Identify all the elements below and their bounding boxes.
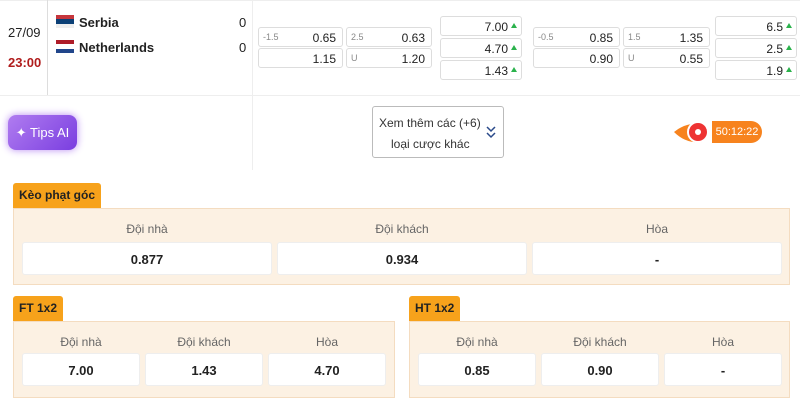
section-tab: FT 1x2	[13, 296, 64, 321]
value-box[interactable]: 0.934	[277, 242, 527, 275]
button-label: Tips AI	[30, 125, 70, 140]
odds-cell[interactable]: U 1.20	[346, 48, 432, 68]
button-label: Xem thêm các (+6)	[379, 116, 481, 130]
value-box[interactable]: 4.70	[268, 353, 386, 386]
value-box[interactable]: 1.43	[145, 353, 263, 386]
value-box[interactable]: 0.877	[22, 242, 272, 275]
chevron	[486, 126, 496, 139]
odds: 0.65	[312, 31, 336, 45]
column-header: Đội nhà	[456, 335, 498, 349]
column-header: Hòa	[711, 335, 734, 349]
odds-cell[interactable]: 1.15	[258, 48, 343, 68]
up-arrow	[511, 45, 517, 50]
odds-cell[interactable]: 2.5	[715, 38, 797, 58]
line: -1.5	[263, 32, 279, 42]
up-arrow	[511, 23, 517, 28]
column-header: Hòa	[315, 335, 338, 349]
divider	[0, 95, 800, 96]
team-name: Netherlands	[79, 40, 155, 55]
value-box[interactable]: -	[664, 353, 782, 386]
odds-cell[interactable]: 7.00	[440, 16, 522, 36]
line: 2.5	[351, 32, 364, 42]
odds: 4.70	[484, 42, 508, 56]
odds-cell[interactable]: U 0.55	[623, 48, 710, 68]
odds-cell[interactable]: 1.5 1.35	[623, 27, 710, 47]
odds-cell[interactable]: 4.70	[440, 38, 522, 58]
flag	[56, 15, 74, 28]
tips-ai-button[interactable]: ✦ Tips AI	[8, 115, 77, 150]
score: 0	[239, 15, 247, 30]
odds: 1.43	[484, 64, 508, 78]
button-label: loại cược khác	[391, 137, 470, 151]
line: -0.5	[538, 32, 554, 42]
column-header: Đội nhà	[126, 222, 168, 236]
odds: 7.00	[484, 20, 508, 34]
more-bets-button[interactable]: Xem thêm các (+6) loại cược khác	[372, 106, 504, 158]
value-box[interactable]: -	[532, 242, 782, 275]
line: 1.5	[628, 32, 641, 42]
section-tab: Kèo phạt góc	[13, 183, 102, 208]
flag	[56, 40, 74, 53]
odds-cell[interactable]: 1.43	[440, 60, 522, 80]
team-name: Serbia	[79, 15, 119, 30]
odds: 0.85	[589, 31, 613, 45]
column-header: Đội khách	[573, 335, 627, 349]
odds: 0.90	[589, 52, 613, 66]
odds: 1.35	[679, 31, 703, 45]
odds-cell[interactable]: 0.90	[533, 48, 620, 68]
column-header: Đội khách	[375, 222, 429, 236]
odds: 1.15	[312, 52, 336, 66]
up-arrow	[786, 23, 792, 28]
odds-cell[interactable]: 1.9	[715, 60, 797, 80]
match-time: 23:00	[8, 55, 42, 70]
divider	[47, 0, 48, 95]
match-date: 27/09	[8, 25, 41, 40]
odds: 6.5	[766, 20, 783, 34]
column-header: Đội khách	[177, 335, 231, 349]
value-box[interactable]: 0.90	[541, 353, 659, 386]
column-header: Hòa	[645, 222, 668, 236]
up-arrow	[511, 67, 517, 72]
value-box[interactable]: 7.00	[22, 353, 140, 386]
odds-cell[interactable]: -1.5 0.65	[258, 27, 343, 47]
value-box[interactable]: 0.85	[418, 353, 536, 386]
odds-cell[interactable]: -0.5 0.85	[533, 27, 620, 47]
odds: 0.55	[679, 52, 703, 66]
odds-cell[interactable]: 6.5	[715, 16, 797, 36]
score: 0	[239, 40, 247, 55]
fire-ball-icon	[674, 121, 709, 143]
column-header: Đội nhà	[60, 335, 102, 349]
divider	[252, 0, 253, 170]
odds: 2.5	[766, 42, 783, 56]
odds-cell[interactable]: 2.5 0.63	[346, 27, 432, 47]
section-tab: HT 1x2	[409, 296, 461, 321]
timer: 50:12:22	[712, 121, 762, 143]
odds: 1.20	[401, 52, 425, 66]
odds: 1.9	[766, 64, 783, 78]
line: U	[628, 53, 635, 63]
odds: 0.63	[401, 31, 425, 45]
line: U	[351, 53, 358, 63]
divider	[0, 0, 800, 1]
up-arrow	[786, 45, 792, 50]
up-arrow	[786, 67, 792, 72]
